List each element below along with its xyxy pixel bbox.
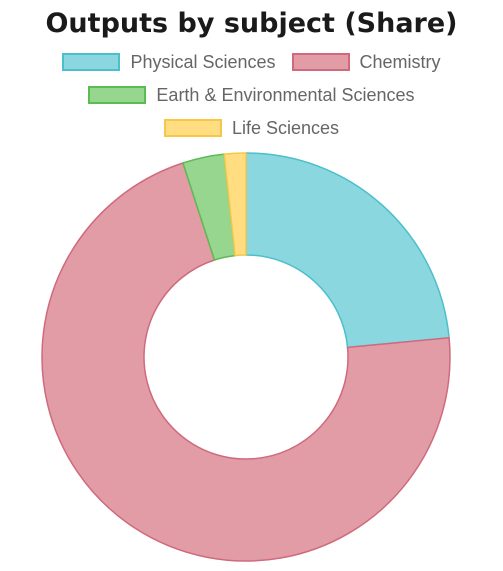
legend-label-earth-environmental-sciences: Earth & Environmental Sciences	[156, 85, 415, 105]
legend-swatch-chemistry	[291, 53, 350, 71]
legend-item-life-sciences[interactable]: Life Sciences	[163, 117, 340, 139]
legend-swatch-physical-sciences	[62, 53, 121, 71]
legend-row: Earth & Environmental Sciences	[0, 84, 503, 106]
legend-row: Life Sciences	[0, 117, 503, 139]
chart-title: Outputs by subject (Share)	[45, 8, 458, 39]
legend-label-chemistry: Chemistry	[359, 52, 441, 72]
slice-chemistry[interactable]	[41, 162, 451, 562]
legend-swatch-life-sciences	[163, 119, 222, 137]
legend-item-physical-sciences[interactable]: Physical Sciences	[62, 51, 276, 73]
legend-swatch-earth-environmental-sciences	[88, 86, 147, 104]
slice-physical-sciences[interactable]	[245, 152, 450, 349]
legend-label-physical-sciences: Physical Sciences	[130, 52, 276, 72]
legend-row: Physical Sciences Chemistry	[0, 51, 503, 73]
legend-label-life-sciences: Life Sciences	[231, 118, 340, 138]
legend-item-chemistry[interactable]: Chemistry	[291, 51, 441, 73]
slice-life-sciences[interactable]	[223, 152, 247, 257]
legend-item-earth-environmental-sciences[interactable]: Earth & Environmental Sciences	[88, 84, 415, 106]
